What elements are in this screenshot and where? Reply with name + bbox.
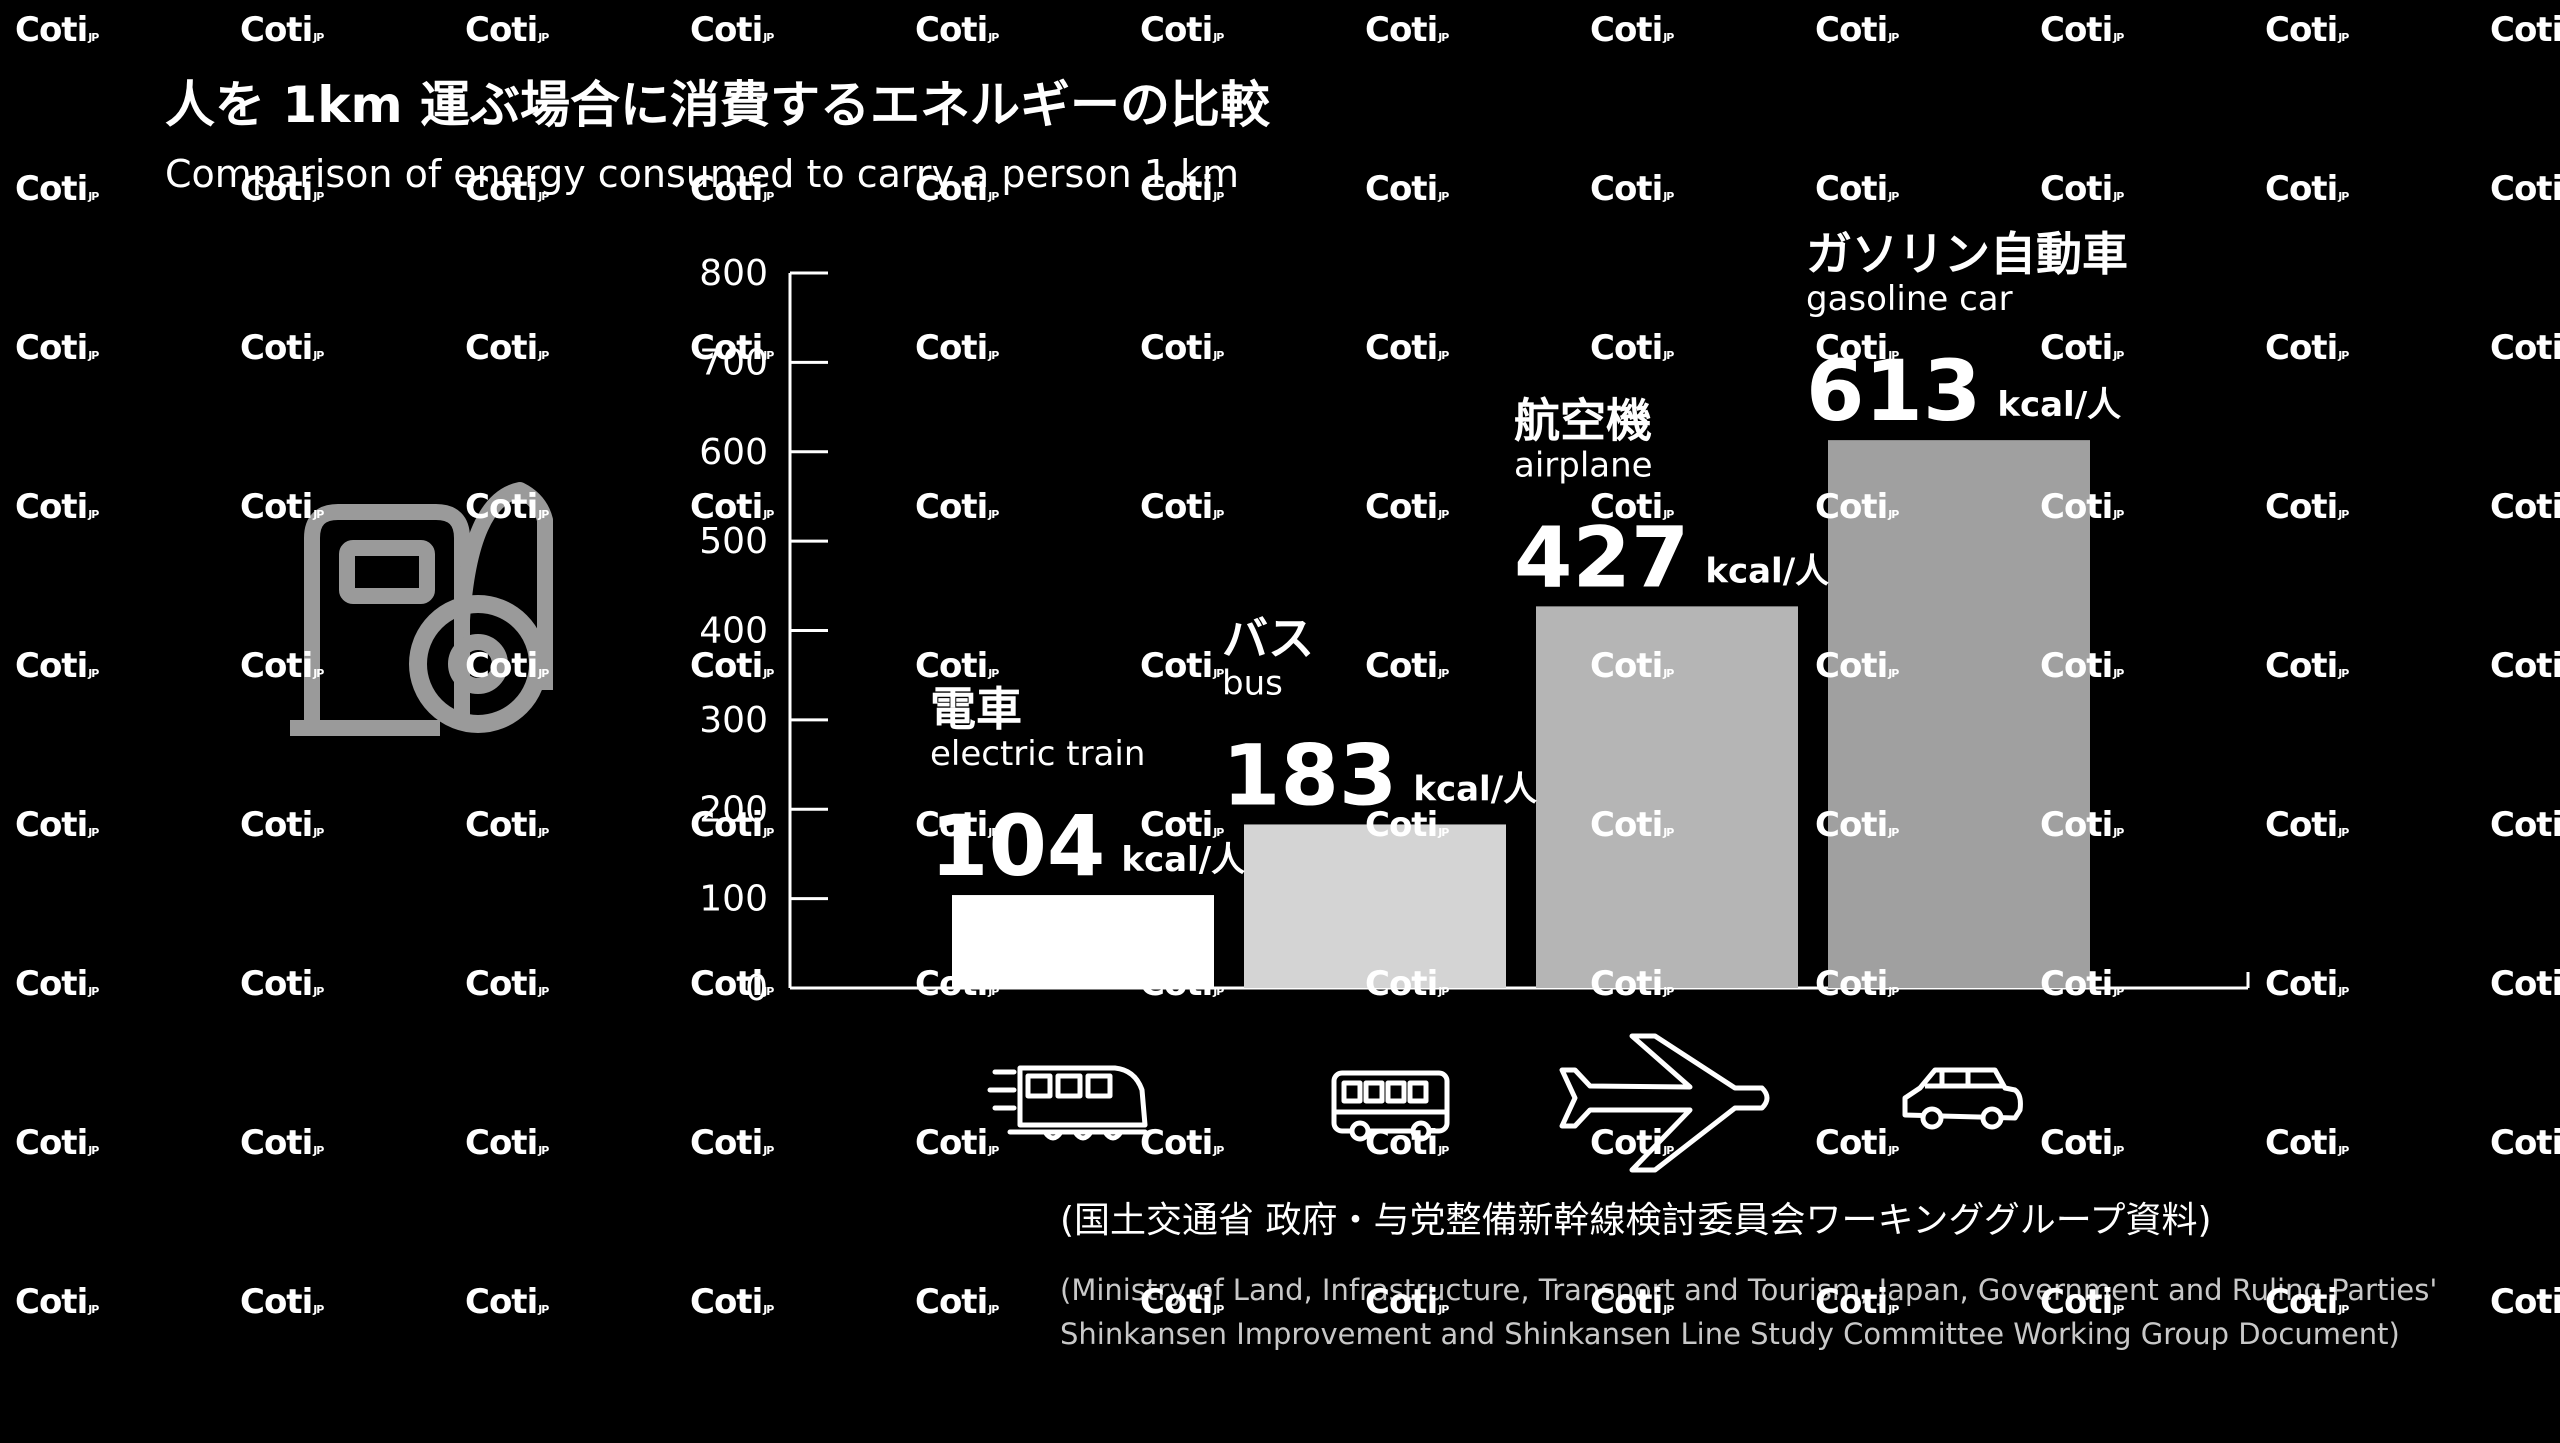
y-tick-label: 500 [699,521,768,562]
y-tick-label: 300 [699,700,768,741]
category-jp-label: ガソリン自動車 [1806,227,2128,281]
bar [1536,606,1798,988]
source-en-line1: (Ministry of Land, Infrastructure, Trans… [1060,1273,2437,1307]
category-jp-label: 電車 [930,682,1022,736]
train-icon [987,1065,1148,1141]
category-jp-label: 航空機 [1514,393,1652,447]
bar-value-label: 104 [930,797,1105,895]
bus-icon [1331,1070,1450,1142]
chart-title: 人を 1km 運ぶ場合に消費するエネルギーの比較 [165,76,1271,134]
category-en-label: bus [1222,663,1283,703]
y-tick-label: 800 [699,253,768,294]
y-tick-label: 200 [699,789,768,830]
y-tick-label: 600 [699,432,768,473]
airplane-icon [1559,1033,1770,1173]
bars [952,440,2090,989]
category-jp-label: バス [1222,611,1314,665]
bar [1244,824,1506,988]
category-en-label: gasoline car [1806,279,2013,319]
bar-value-label: 183 [1222,726,1397,824]
y-tick-label: 700 [699,342,768,383]
bar [1828,440,2090,989]
source-jp: (国土交通省 政府・与党整備新幹線検討委員会ワーキンググループ資料) [1060,1200,2212,1241]
bar-value-label: 613 [1806,342,1981,440]
bar-unit-label: kcal/人 [1997,385,2121,425]
category-en-label: airplane [1514,445,1653,485]
car-icon [1902,1067,2023,1130]
y-tick-label: 100 [699,879,768,920]
category-en-label: electric train [930,734,1145,774]
bar-unit-label: kcal/人 [1705,551,1829,591]
bar-unit-label: kcal/人 [1413,769,1537,809]
y-tick-label: 0 [745,968,768,1009]
bar [952,895,1214,988]
source-en-line2: Shinkansen Improvement and Shinkansen Li… [1060,1317,2400,1351]
y-tick-label: 400 [699,611,768,652]
bar-unit-label: kcal/人 [1121,840,1245,880]
chart-subtitle: Comparison of energy consumed to carry a… [165,152,1239,196]
bar-value-label: 427 [1514,508,1689,606]
fuel-pump-icon [290,482,553,736]
